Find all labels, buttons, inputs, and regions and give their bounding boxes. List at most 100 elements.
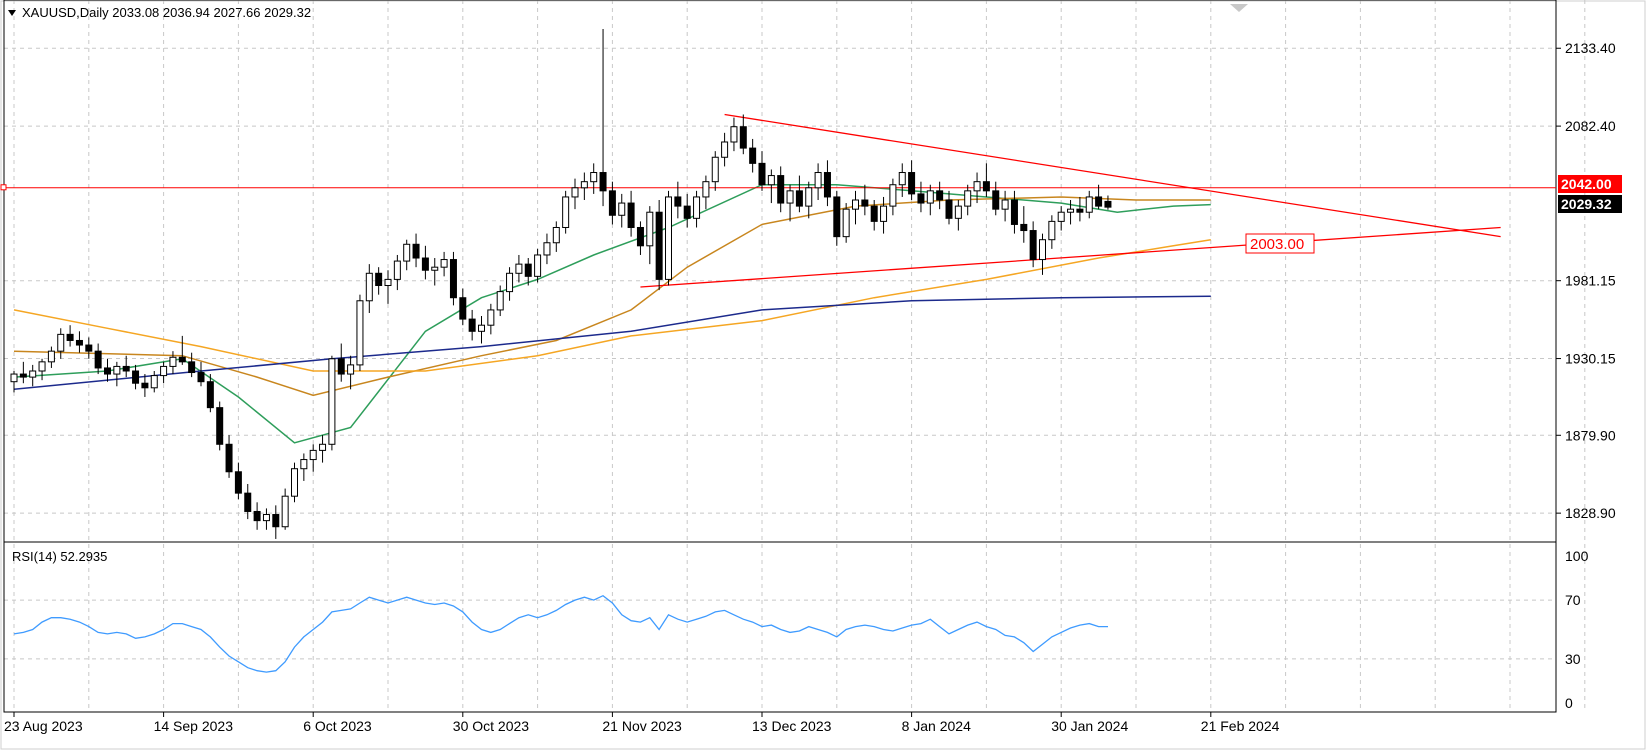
candle [992, 181, 1000, 216]
candle-body-up [300, 459, 308, 470]
candle [749, 138, 757, 173]
candle-body-down [1020, 223, 1028, 232]
candle-body-up [1039, 239, 1046, 261]
candle [618, 193, 626, 228]
moving-average-line [13, 295, 1211, 391]
candle-body-down [599, 172, 607, 192]
candle-body-up [665, 196, 672, 280]
candle [954, 200, 962, 231]
support-level-label: 2003.00 [1250, 236, 1304, 253]
candle-body-up [730, 126, 738, 143]
candle-body-up [328, 358, 336, 445]
candle-body-up [571, 187, 579, 198]
candle [1085, 190, 1093, 219]
candle-body-down [272, 514, 280, 528]
candle-body-down [982, 181, 990, 192]
candle [356, 294, 364, 372]
price-axis: 2133.40 2082.40 1981.15 1930.15 1879.90 1828.… [1556, 40, 1616, 521]
candle [496, 285, 504, 317]
candle [150, 371, 158, 393]
candle [1020, 206, 1028, 243]
candle-body-down [870, 205, 878, 222]
candle-body-down [1029, 230, 1037, 261]
candle [982, 163, 990, 197]
price-tick-label: 1879.90 [1565, 427, 1616, 443]
candle [590, 163, 598, 194]
candle-body-up [403, 243, 411, 262]
candle [487, 303, 495, 335]
dropdown-triangle-icon[interactable] [8, 10, 16, 16]
moving-average-line [13, 183, 1211, 444]
candle-body-up [964, 190, 972, 207]
candle-body-up [281, 495, 289, 528]
candle-body-down [132, 370, 140, 384]
candle-body-down [375, 272, 383, 287]
candle-body-down [917, 193, 925, 204]
candle [1057, 206, 1065, 231]
candle-body-down [1076, 208, 1084, 213]
candle [347, 355, 355, 390]
scroll-marker-icon[interactable] [1230, 4, 1248, 12]
price-tick-label: 1930.15 [1565, 351, 1616, 367]
candle [852, 190, 859, 225]
candle [1067, 200, 1075, 225]
candle-body-down [66, 333, 74, 341]
candle-body-up [852, 199, 859, 210]
candle-body-down [739, 126, 747, 149]
candle-body-down [234, 471, 242, 494]
time-tick-label: 30 Oct 2023 [453, 718, 529, 734]
candle [412, 233, 420, 268]
time-tick-label: 6 Oct 2023 [303, 718, 372, 734]
candle [300, 453, 308, 481]
candle-body-up [1067, 208, 1075, 213]
candle [926, 184, 934, 216]
rsi-axis: 100 70 30 0 [1565, 548, 1589, 711]
candle-body-up [721, 141, 729, 158]
candle-body-up [618, 202, 626, 216]
candle-body-up [150, 375, 158, 389]
price-tick-label: 2133.40 [1565, 40, 1616, 56]
candle-body-down [216, 407, 224, 445]
candle-body-down [992, 190, 1000, 210]
candle-body-up [47, 350, 55, 363]
candle-body-down [1095, 196, 1103, 207]
current-price-label: 2029.32 [1561, 196, 1612, 212]
candle [608, 181, 616, 225]
candle [730, 117, 738, 152]
candle-body-up [1085, 196, 1093, 213]
candle [964, 184, 972, 216]
candle-body-up [814, 172, 822, 189]
candle-body-up [347, 364, 355, 375]
candle [889, 178, 897, 216]
candle [104, 358, 111, 382]
candle-body-down [459, 297, 467, 320]
candle-body-down [936, 190, 944, 201]
candle [216, 401, 224, 451]
candle [113, 361, 121, 387]
support-trendline [640, 226, 1501, 288]
candle-body-down [122, 365, 130, 372]
candle [384, 270, 392, 304]
candle-body-up [262, 514, 270, 522]
candle [309, 444, 317, 472]
candle-body-up [440, 259, 448, 268]
candle [141, 374, 149, 397]
candle [19, 361, 27, 384]
candle [861, 184, 869, 216]
candle [188, 352, 196, 378]
candle-body-down [94, 350, 102, 369]
candle-body-down [206, 381, 214, 409]
candle-body-down [197, 372, 205, 383]
candle [646, 206, 654, 265]
candle-body-down [468, 318, 476, 332]
candle [1010, 190, 1018, 234]
candle [795, 175, 803, 213]
candle-body-down [188, 361, 196, 374]
candle-body-down [683, 205, 691, 219]
rsi-pane-border [3, 541, 1557, 713]
resistance-price-badge [1558, 175, 1622, 193]
candle-body-up [552, 226, 560, 244]
candle [38, 358, 46, 381]
candle-body-down [412, 243, 420, 259]
moving-average-line [13, 238, 1211, 372]
